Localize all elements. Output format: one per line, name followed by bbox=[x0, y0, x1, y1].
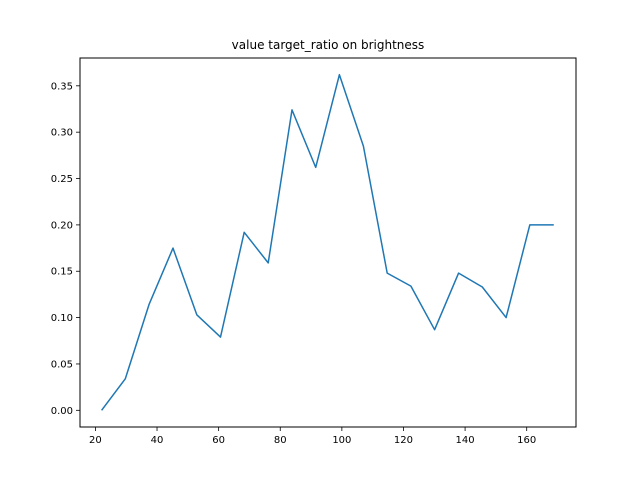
x-tick-label: 160 bbox=[517, 435, 536, 446]
series-line-0 bbox=[101, 73, 554, 411]
chart-title: value target_ratio on brightness bbox=[232, 38, 425, 52]
x-tick-label: 120 bbox=[394, 435, 413, 446]
y-tick-label: 0.10 bbox=[51, 313, 73, 324]
y-tick-label: 0.30 bbox=[51, 128, 73, 139]
x-tick-label: 40 bbox=[151, 435, 164, 446]
x-tick-label: 140 bbox=[456, 435, 475, 446]
y-tick-label: 0.20 bbox=[51, 220, 73, 231]
x-axis: 20 40 60 80 100 120 140 160 bbox=[89, 427, 536, 446]
y-tick-label: 0.05 bbox=[51, 359, 73, 370]
x-tick-label: 80 bbox=[274, 435, 287, 446]
y-axis: 0.00 0.05 0.10 0.15 0.20 0.25 0.30 0.35 bbox=[51, 81, 80, 417]
y-tick-label: 0.00 bbox=[51, 406, 73, 417]
x-tick-label: 100 bbox=[332, 435, 351, 446]
y-tick-label: 0.15 bbox=[51, 267, 73, 278]
x-tick-label: 60 bbox=[212, 435, 225, 446]
y-tick-label: 0.25 bbox=[51, 174, 73, 185]
x-tick-label: 20 bbox=[89, 435, 102, 446]
y-tick-label: 0.35 bbox=[51, 81, 73, 92]
plot-frame bbox=[79, 57, 577, 428]
